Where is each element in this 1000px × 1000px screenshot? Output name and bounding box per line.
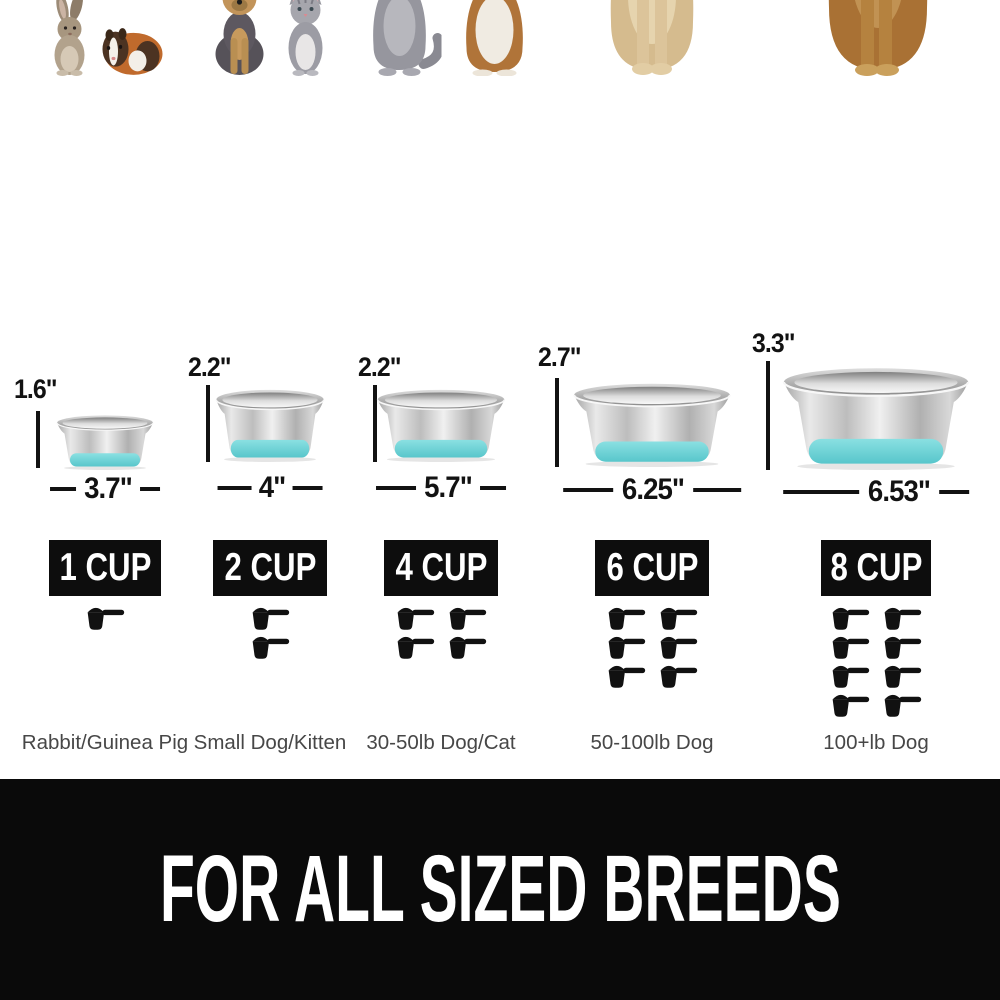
diameter-value: 6.53": [867, 475, 931, 508]
diameter-line-right: [479, 486, 506, 490]
audience-label: 100+lb Dog: [823, 731, 929, 754]
scoop-icons: [391, 604, 491, 659]
size-column-4-cup: 2.2" 5.7" 4 CUP: [335, 0, 547, 780]
measuring-scoop-icon: [884, 636, 922, 659]
bowl-height-measurement: 1.6": [14, 374, 58, 404]
german-shepherd-image: [828, 0, 928, 76]
height-ruler-line: [36, 411, 40, 468]
diameter-value: 4": [258, 471, 287, 504]
measuring-scoop-icon: [660, 636, 698, 659]
capacity-badge: 1 CUP: [49, 540, 161, 596]
height-ruler-line: [766, 361, 770, 470]
diameter-line-left: [563, 488, 614, 492]
guinea-pig-image: [102, 28, 163, 75]
bowl-diameter-measurement: 6.25": [557, 473, 747, 507]
diameter-line-left: [217, 486, 252, 490]
diameter-value: 5.7": [424, 471, 473, 504]
measuring-scoop-icon: [397, 607, 435, 630]
measuring-scoop-icon: [884, 665, 922, 688]
capacity-label: 8 CUP: [830, 546, 922, 589]
capacity-badge: 8 CUP: [821, 540, 931, 596]
height-ruler-line: [206, 385, 210, 462]
steel-bowl-image: [215, 389, 325, 462]
audience-label: Rabbit/Guinea Pig: [21, 731, 189, 754]
capacity-label: 2 CUP: [224, 546, 316, 589]
scoop-icons: [826, 604, 926, 717]
measuring-scoop-icon: [832, 694, 870, 717]
bowl-diameter-measurement: 6.53": [777, 475, 975, 509]
bowl-height-measurement: 2.2": [188, 352, 232, 382]
havanese-puppy-image: [466, 0, 523, 76]
kitten-image: [288, 0, 323, 76]
measuring-scoop-icon: [87, 607, 125, 630]
audience-label: 50-100lb Dog: [590, 731, 714, 754]
diameter-line-left: [783, 490, 860, 494]
measuring-scoop-icon: [660, 665, 698, 688]
size-column-1-cup: 1.6" 3.7" 1 CUP Rabbit/Guinea Pig: [0, 0, 210, 780]
capacity-badge: 4 CUP: [384, 540, 498, 596]
measuring-scoop-icon: [832, 607, 870, 630]
diameter-line-right: [139, 487, 160, 491]
audience-label: Small Dog/Kitten: [193, 731, 347, 754]
capacity-label: 1 CUP: [59, 546, 151, 589]
measuring-scoop-icon: [608, 665, 646, 688]
measuring-scoop-icon: [832, 665, 870, 688]
golden-retriever-image: [610, 0, 694, 75]
scoop-icons: [246, 604, 294, 659]
measuring-scoop-icon: [449, 636, 487, 659]
diameter-line-right: [692, 488, 741, 492]
capacity-label: 4 CUP: [395, 546, 487, 589]
animal-photos-golden-retriever: [587, 0, 717, 76]
size-column-8-cup: 3.3" 6.53" 8 CUP: [750, 0, 1000, 780]
bowl-height-measurement: 2.7": [538, 342, 582, 372]
capacity-badge: 6 CUP: [595, 540, 709, 596]
measuring-scoop-icon: [449, 607, 487, 630]
size-column-2-cup: 2.2" 4" 2 CUP Small Dog/Ki: [165, 0, 375, 780]
capacity-badge: 2 CUP: [213, 540, 327, 596]
measuring-scoop-icon: [608, 636, 646, 659]
rabbit-image: [54, 0, 85, 76]
gray-cat-image: [373, 0, 442, 76]
animal-photos-rabbit-guinea-pig: [47, 0, 164, 76]
measuring-scoop-icon: [884, 694, 922, 717]
diameter-value: 6.25": [621, 473, 685, 506]
measuring-scoop-icon: [608, 607, 646, 630]
measuring-scoop-icon: [832, 636, 870, 659]
steel-bowl-image: [573, 383, 731, 467]
scoop-icons: [81, 604, 129, 630]
scoop-icons: [602, 604, 702, 688]
steel-bowl-image: [782, 368, 970, 470]
diameter-value: 3.7": [84, 472, 133, 505]
animal-photos-german-shepherd: [801, 0, 951, 76]
bowl-diameter-measurement: 3.7": [44, 472, 166, 506]
yorkshire-terrier-puppy-image: [215, 0, 264, 75]
measuring-scoop-icon: [397, 636, 435, 659]
steel-bowl-image: [56, 415, 154, 470]
size-column-6-cup: 2.7" 6.25" 6 CUP: [530, 0, 774, 780]
measuring-scoop-icon: [252, 636, 290, 659]
animal-photos-cat-dog: [358, 0, 541, 76]
diameter-line-left: [376, 486, 417, 490]
diameter-line-right: [292, 486, 323, 490]
bowl-height-measurement: 2.2": [358, 352, 402, 382]
measuring-scoop-icon: [660, 607, 698, 630]
bowl-diameter-measurement: 4": [212, 471, 329, 505]
diameter-line-right: [938, 490, 969, 494]
measuring-scoop-icon: [884, 607, 922, 630]
bowl-height-measurement: 3.3": [752, 328, 796, 358]
banner-title: FOR ALL SIZED BREEDS: [159, 836, 841, 942]
bottom-banner: FOR ALL SIZED BREEDS: [0, 779, 1000, 1000]
height-ruler-line: [373, 385, 377, 462]
audience-label: 30-50lb Dog/Cat: [366, 731, 516, 754]
measuring-scoop-icon: [252, 607, 290, 630]
steel-bowl-image: [376, 389, 506, 462]
animal-photos-small-dog-kitten: [208, 0, 333, 76]
height-ruler-line: [555, 378, 559, 467]
diameter-line-left: [50, 487, 77, 491]
bowl-diameter-measurement: 5.7": [370, 471, 512, 505]
capacity-label: 6 CUP: [606, 546, 698, 589]
